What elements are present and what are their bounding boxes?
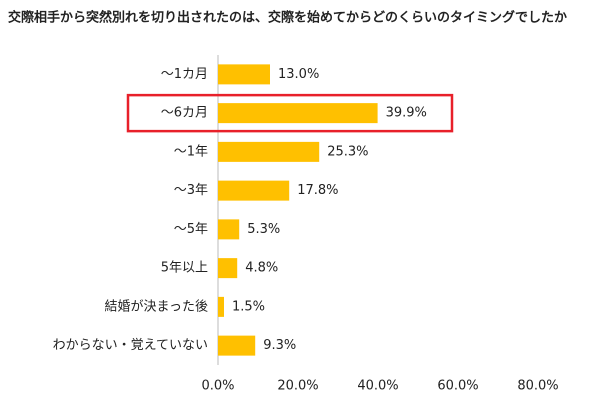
y-tick-label: わからない・覚えていない [53, 338, 208, 353]
bar [218, 258, 238, 279]
bar [218, 103, 378, 124]
y-tick-label: 5年以上 [161, 261, 208, 276]
bar [218, 180, 290, 201]
data-label: 4.8% [245, 261, 278, 276]
data-label: 5.3% [247, 222, 280, 237]
x-tick-label: 20.0% [277, 379, 318, 394]
bar [218, 64, 270, 85]
data-label: 1.5% [232, 299, 265, 314]
data-label: 39.9% [386, 106, 427, 121]
bar [218, 335, 256, 356]
bar [218, 219, 240, 240]
data-label: 17.8% [297, 183, 338, 198]
y-tick-label: ～5年 [174, 222, 208, 237]
data-label: 25.3% [327, 144, 368, 159]
y-tick-label: ～6カ月 [161, 106, 208, 121]
data-label: 13.0% [278, 67, 319, 82]
chart-title: 交際相手から突然別れを切り出されたのは、交際を始めてからどのくらいのタイミングで… [8, 10, 567, 26]
x-tick-label: 0.0% [201, 379, 234, 394]
y-tick-label: ～3年 [174, 183, 208, 198]
x-tick-label: 80.0% [517, 379, 558, 394]
y-tick-label: ～1カ月 [161, 67, 208, 82]
data-label: 9.3% [263, 338, 296, 353]
bar [218, 141, 320, 162]
y-tick-label: ～1年 [174, 144, 208, 159]
x-tick-label: 40.0% [357, 379, 398, 394]
y-tick-label: 結婚が決まった後 [105, 299, 208, 314]
highlight-box [126, 93, 454, 133]
x-tick-label: 60.0% [437, 379, 478, 394]
bar [218, 296, 224, 317]
